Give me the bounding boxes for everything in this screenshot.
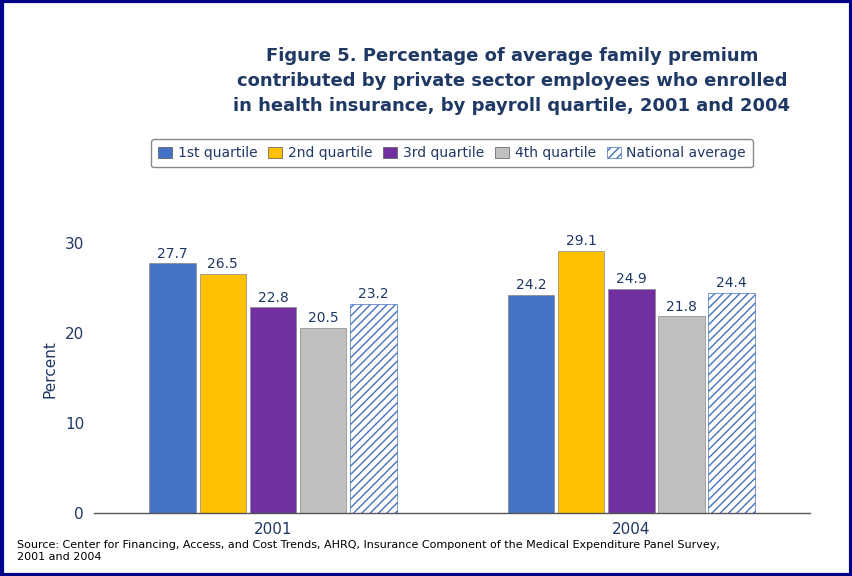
Text: 29.1: 29.1 <box>565 234 596 248</box>
Text: 24.2: 24.2 <box>515 278 545 292</box>
Text: 24.4: 24.4 <box>716 276 746 290</box>
Bar <box>149 263 196 513</box>
Bar <box>607 289 653 513</box>
Legend: 1st quartile, 2nd quartile, 3rd quartile, 4th quartile, National average: 1st quartile, 2nd quartile, 3rd quartile… <box>151 139 752 167</box>
Bar <box>349 304 396 513</box>
Text: AHRQ: AHRQ <box>66 59 130 77</box>
Bar <box>507 295 554 513</box>
Bar <box>199 274 245 513</box>
Text: Source: Center for Financing, Access, and Cost Trends, AHRQ, Insurance Component: Source: Center for Financing, Access, an… <box>17 540 719 562</box>
Bar <box>658 316 704 513</box>
Y-axis label: Percent: Percent <box>43 340 58 397</box>
Text: 20.5: 20.5 <box>308 312 338 325</box>
Text: Advancing
Excellence in
Health Care: Advancing Excellence in Health Care <box>70 97 126 127</box>
Text: Figure 5. Percentage of average family premium
contributed by private sector emp: Figure 5. Percentage of average family p… <box>233 47 789 115</box>
Text: 24.9: 24.9 <box>615 272 646 286</box>
Bar <box>557 251 603 513</box>
Bar <box>300 328 346 513</box>
Text: 21.8: 21.8 <box>665 300 696 314</box>
Text: 23.2: 23.2 <box>358 287 389 301</box>
Bar <box>707 293 754 513</box>
Bar <box>250 308 296 513</box>
Text: 22.8: 22.8 <box>257 291 288 305</box>
Text: 26.5: 26.5 <box>207 257 238 271</box>
Text: 27.7: 27.7 <box>157 247 187 260</box>
